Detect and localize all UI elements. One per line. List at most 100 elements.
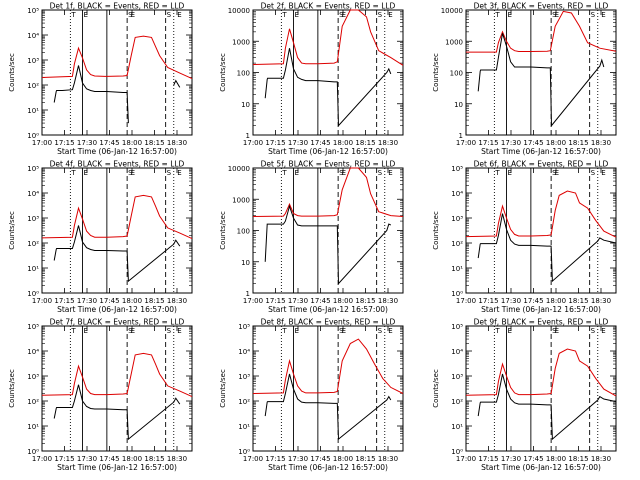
chart-title: Det 6f, BLACK = Events, RED = LLD bbox=[474, 160, 609, 169]
y-tick-label: 10⁴ bbox=[27, 32, 39, 40]
y-axis-label: Counts/sec bbox=[432, 369, 440, 408]
x-tick-label: 18:30 bbox=[378, 455, 398, 463]
marker-letter: E bbox=[388, 11, 392, 19]
x-tick-label: 17:45 bbox=[99, 297, 119, 305]
x-tick-label: 18:30 bbox=[591, 139, 611, 147]
marker-letter: T bbox=[494, 169, 500, 177]
chart-title: Det 3f, BLACK = Events, RED = LLD bbox=[474, 2, 609, 11]
marker-letter: E bbox=[555, 327, 559, 335]
lld-series-line bbox=[465, 348, 617, 397]
y-tick-label: 10⁰ bbox=[238, 448, 250, 456]
x-tick-label: 18:15 bbox=[144, 139, 164, 147]
x-tick-label: 17:30 bbox=[501, 297, 521, 305]
x-tick-label: 17:45 bbox=[99, 139, 119, 147]
x-axis-label: Start Time (06-Jan-12 16:57:00) bbox=[268, 463, 388, 472]
marker-letter: S bbox=[552, 11, 557, 19]
x-tick-label: 17:00 bbox=[456, 139, 476, 147]
marker-letter: S bbox=[339, 11, 344, 19]
x-tick-label: 18:30 bbox=[167, 455, 187, 463]
y-tick-label: 10⁰ bbox=[27, 290, 39, 298]
marker-letter: E bbox=[342, 169, 346, 177]
lld-series-line bbox=[41, 194, 193, 240]
x-tick-label: 17:30 bbox=[288, 297, 308, 305]
x-tick-label: 18:30 bbox=[378, 139, 398, 147]
marker-letter: E bbox=[388, 169, 392, 177]
x-axis-label: Start Time (06-Jan-12 16:57:00) bbox=[57, 305, 177, 314]
y-tick-label: 10³ bbox=[27, 215, 39, 223]
x-tick-label: 17:15 bbox=[54, 455, 74, 463]
y-tick-label: 10⁰ bbox=[451, 448, 463, 456]
x-tick-label: 17:00 bbox=[32, 139, 52, 147]
chart-panel: 1 10 100 1000 10000 17:00 17:15 17:30 17:45 18:00… bbox=[432, 2, 617, 156]
x-tick-label: 17:45 bbox=[99, 455, 119, 463]
chart-panel: 1 10 100 1000 10000 17:00 17:15 17:30 17:45 18:00… bbox=[219, 2, 404, 156]
y-tick-label: 10² bbox=[451, 240, 463, 248]
x-axis-label: Start Time (06-Jan-12 16:57:00) bbox=[268, 147, 388, 156]
marker-letter: E bbox=[177, 327, 181, 335]
y-tick-label: 100 bbox=[237, 228, 250, 236]
events-series-line bbox=[264, 204, 392, 285]
lld-series-line bbox=[465, 190, 617, 238]
y-tick-label: 10000 bbox=[228, 7, 250, 15]
chart-title: Det 7f, BLACK = Events, RED = LLD bbox=[50, 318, 185, 327]
x-tick-label: 18:00 bbox=[546, 455, 566, 463]
marker-letter: E bbox=[84, 11, 88, 19]
y-tick-label: 10⁵ bbox=[451, 323, 463, 331]
x-tick-label: 17:00 bbox=[243, 455, 263, 463]
x-tick-label: 18:15 bbox=[355, 297, 375, 305]
y-tick-label: 1000 bbox=[232, 38, 250, 46]
x-tick-label: 17:00 bbox=[243, 139, 263, 147]
y-tick-label: 10⁰ bbox=[27, 448, 39, 456]
x-axis-label: Start Time (06-Jan-12 16:57:00) bbox=[57, 147, 177, 156]
x-tick-label: 18:00 bbox=[122, 297, 142, 305]
marker-letter: E bbox=[508, 169, 512, 177]
events-series-line bbox=[53, 384, 181, 441]
marker-letter: E bbox=[388, 327, 392, 335]
x-tick-label: 17:30 bbox=[501, 455, 521, 463]
plot-frame bbox=[41, 9, 193, 136]
x-tick-label: 17:15 bbox=[265, 297, 285, 305]
x-axis-label: Start Time (06-Jan-12 16:57:00) bbox=[57, 463, 177, 472]
x-tick-label: 17:15 bbox=[478, 139, 498, 147]
y-tick-label: 10 bbox=[454, 101, 463, 109]
y-tick-label: 1 bbox=[246, 132, 250, 140]
marker-letter: S bbox=[128, 327, 133, 335]
y-tick-label: 10² bbox=[27, 240, 39, 248]
y-tick-label: 1 bbox=[246, 290, 250, 298]
x-tick-label: 17:15 bbox=[54, 139, 74, 147]
x-tick-label: 18:15 bbox=[568, 297, 588, 305]
y-axis-label: Counts/sec bbox=[432, 53, 440, 92]
marker-letter: E bbox=[342, 11, 346, 19]
x-tick-label: 17:45 bbox=[523, 297, 543, 305]
y-tick-label: 10¹ bbox=[451, 265, 463, 273]
chart-title: Det 8f, BLACK = Events, RED = LLD bbox=[261, 318, 396, 327]
y-tick-label: 10² bbox=[27, 398, 39, 406]
x-tick-label: 18:00 bbox=[333, 455, 353, 463]
marker-letter: T bbox=[70, 169, 76, 177]
lld-series-line bbox=[466, 10, 617, 53]
y-tick-label: 1000 bbox=[232, 196, 250, 204]
x-tick-label: 17:30 bbox=[77, 455, 97, 463]
x-tick-label: 17:30 bbox=[288, 139, 308, 147]
x-tick-label: 18:30 bbox=[591, 297, 611, 305]
y-tick-label: 10000 bbox=[441, 7, 463, 15]
x-tick-label: 17:15 bbox=[265, 455, 285, 463]
chart-title: Det 2f, BLACK = Events, RED = LLD bbox=[261, 2, 396, 11]
y-tick-label: 10² bbox=[451, 398, 463, 406]
x-tick-label: 17:30 bbox=[77, 297, 97, 305]
y-tick-label: 10⁴ bbox=[27, 348, 39, 356]
x-tick-label: 18:30 bbox=[167, 139, 187, 147]
marker-letter: S bbox=[167, 169, 172, 177]
y-tick-label: 10⁴ bbox=[451, 190, 463, 198]
y-axis-label: Counts/sec bbox=[8, 211, 16, 250]
y-tick-label: 10³ bbox=[451, 215, 463, 223]
y-tick-label: 10¹ bbox=[451, 423, 463, 431]
chart-title: Det 5f, BLACK = Events, RED = LLD bbox=[261, 160, 396, 169]
x-tick-label: 17:15 bbox=[54, 297, 74, 305]
x-tick-label: 17:30 bbox=[501, 139, 521, 147]
